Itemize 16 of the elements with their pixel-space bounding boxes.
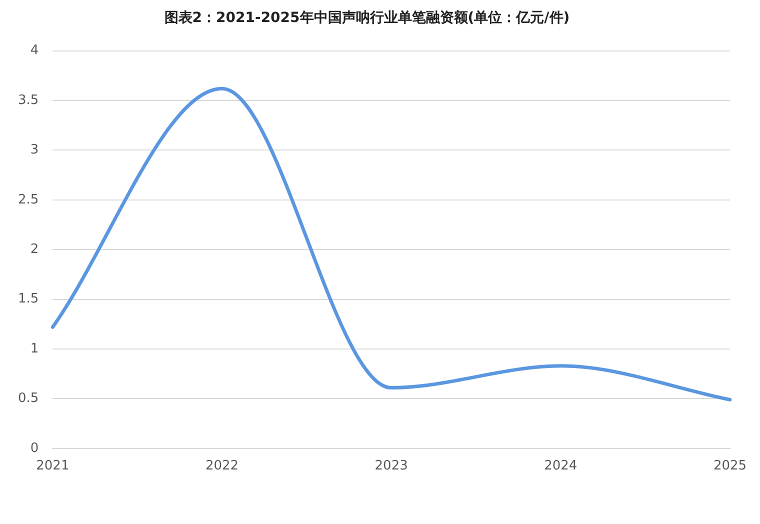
x-tick-label: 2022 (205, 458, 239, 474)
y-tick-label: 2.5 (18, 192, 39, 208)
y-tick-label: 1 (30, 341, 39, 356)
line-series (50, 86, 732, 402)
chart-title: 图表2：2021-2025年中国声呐行业单笔融资额(单位：亿元/件) (164, 9, 570, 26)
y-tick-label: 2 (30, 242, 39, 257)
x-tick-label: 2024 (544, 458, 578, 474)
y-tick-label: 0 (30, 440, 39, 456)
y-tick-label: 4 (30, 43, 39, 58)
x-tick-label: 2023 (374, 458, 408, 474)
x-tick-label: 2025 (713, 458, 747, 474)
y-tick-label: 3 (30, 142, 39, 158)
x-tick-label: 2021 (36, 458, 70, 474)
y-tick-label: 1.5 (18, 292, 39, 307)
y-tick-label: 0.5 (18, 391, 39, 406)
y-tick-label: 3.5 (18, 92, 39, 108)
